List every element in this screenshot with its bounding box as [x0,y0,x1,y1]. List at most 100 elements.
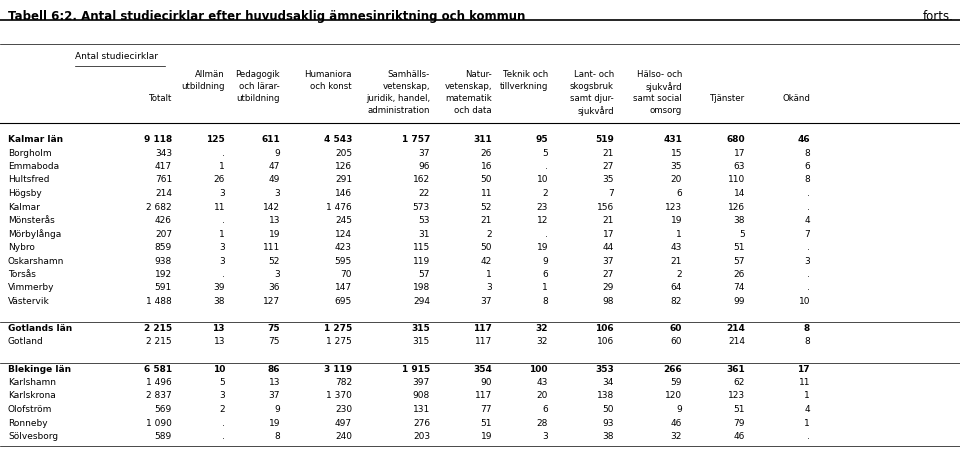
Text: 859: 859 [155,243,172,252]
Text: .: . [222,216,225,225]
Text: Mörbylånga: Mörbylånga [8,229,61,239]
Text: 1 488: 1 488 [146,297,172,306]
Text: 5: 5 [542,148,548,157]
Text: 37: 37 [419,148,430,157]
Text: Torsås: Torsås [8,270,36,279]
Text: 16: 16 [481,162,492,171]
Text: 214: 214 [155,189,172,198]
Text: 315: 315 [411,324,430,333]
Text: Vimmerby: Vimmerby [8,283,55,292]
Text: 63: 63 [733,162,745,171]
Text: 17: 17 [798,365,810,374]
Text: 21: 21 [603,148,614,157]
Text: 2 215: 2 215 [144,324,172,333]
Text: .: . [807,270,810,279]
Text: 124: 124 [335,229,352,238]
Text: 79: 79 [733,419,745,428]
Text: 315: 315 [413,337,430,346]
Text: 126: 126 [728,202,745,211]
Text: vetenskap,: vetenskap, [382,82,430,91]
Text: vetenskap,: vetenskap, [444,82,492,91]
Text: 343: 343 [155,148,172,157]
Text: Borgholm: Borgholm [8,148,52,157]
Text: 6: 6 [676,189,682,198]
Text: Karlskrona: Karlskrona [8,392,56,401]
Text: 397: 397 [413,378,430,387]
Text: 38: 38 [733,216,745,225]
Text: 573: 573 [413,202,430,211]
Text: 2: 2 [542,189,548,198]
Text: 5: 5 [739,229,745,238]
Text: 423: 423 [335,243,352,252]
Text: 4 543: 4 543 [324,135,352,144]
Text: Blekinge län: Blekinge län [8,365,71,374]
Text: 138: 138 [597,392,614,401]
Text: 93: 93 [603,419,614,428]
Text: 126: 126 [335,162,352,171]
Text: skogsbruk: skogsbruk [570,82,614,91]
Text: 6: 6 [542,270,548,279]
Text: Tabell 6:2. Antal studiecirklar efter huvudsaklig ämnesinriktning och kommun: Tabell 6:2. Antal studiecirklar efter hu… [8,10,525,23]
Text: 60: 60 [670,324,682,333]
Text: Oskarshamn: Oskarshamn [8,256,64,265]
Text: 1: 1 [542,283,548,292]
Text: 426: 426 [155,216,172,225]
Text: 75: 75 [269,337,280,346]
Text: 3 119: 3 119 [324,365,352,374]
Text: 75: 75 [268,324,280,333]
Text: 117: 117 [473,324,492,333]
Text: Karlshamn: Karlshamn [8,378,56,387]
Text: 15: 15 [670,148,682,157]
Text: 42: 42 [481,256,492,265]
Text: 1: 1 [676,229,682,238]
Text: 11: 11 [213,202,225,211]
Text: 14: 14 [733,189,745,198]
Text: 96: 96 [419,162,430,171]
Text: 17: 17 [603,229,614,238]
Text: Emmaboda: Emmaboda [8,162,60,171]
Text: 47: 47 [269,162,280,171]
Text: 8: 8 [275,432,280,441]
Text: Kalmar län: Kalmar län [8,135,63,144]
Text: 192: 192 [155,270,172,279]
Text: 46: 46 [671,419,682,428]
Text: 1 275: 1 275 [324,324,352,333]
Text: 230: 230 [335,405,352,414]
Text: 32: 32 [536,324,548,333]
Text: 142: 142 [263,202,280,211]
Text: 4: 4 [804,405,810,414]
Text: .: . [222,148,225,157]
Text: 2: 2 [220,405,225,414]
Text: 353: 353 [595,365,614,374]
Text: 19: 19 [670,216,682,225]
Text: Totalt: Totalt [149,94,172,103]
Text: 1: 1 [804,392,810,401]
Text: 57: 57 [419,270,430,279]
Text: 90: 90 [481,378,492,387]
Text: 46: 46 [798,135,810,144]
Text: .: . [807,432,810,441]
Text: 11: 11 [481,189,492,198]
Text: 761: 761 [155,175,172,184]
Text: 2 215: 2 215 [146,337,172,346]
Text: 106: 106 [597,337,614,346]
Text: 162: 162 [413,175,430,184]
Text: 9: 9 [676,405,682,414]
Text: 53: 53 [419,216,430,225]
Text: 123: 123 [728,392,745,401]
Text: Hälso- och: Hälso- och [636,70,682,79]
Text: Hultsfred: Hultsfred [8,175,50,184]
Text: sjukvård: sjukvård [577,106,614,116]
Text: och lärar-: och lärar- [239,82,280,91]
Text: Tjänster: Tjänster [709,94,745,103]
Text: 20: 20 [537,392,548,401]
Text: tillverkning: tillverkning [499,82,548,91]
Text: 2: 2 [677,270,682,279]
Text: 10: 10 [537,175,548,184]
Text: 311: 311 [473,135,492,144]
Text: 37: 37 [603,256,614,265]
Text: 214: 214 [726,324,745,333]
Text: 146: 146 [335,189,352,198]
Text: 59: 59 [670,378,682,387]
Text: 9: 9 [275,148,280,157]
